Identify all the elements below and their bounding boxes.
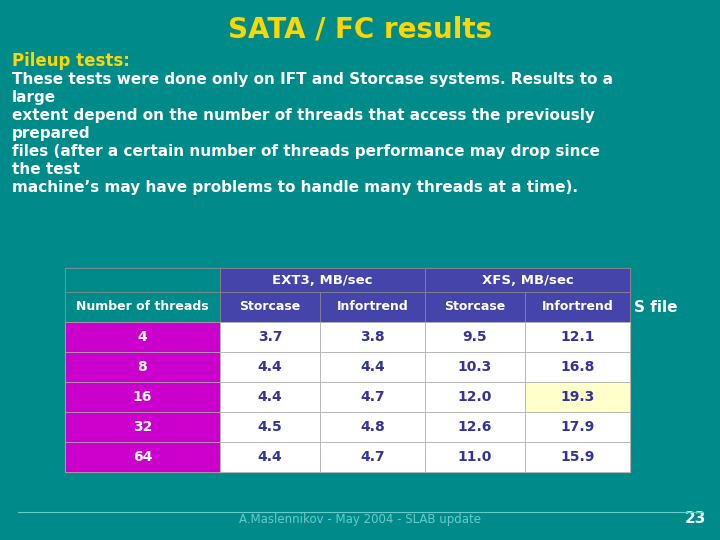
Text: 23: 23 xyxy=(685,511,706,526)
Bar xyxy=(525,352,630,382)
Text: 11.0: 11.0 xyxy=(458,450,492,464)
Text: 12.1: 12.1 xyxy=(560,330,595,344)
Text: 4.4: 4.4 xyxy=(258,450,282,464)
Text: Infortrend: Infortrend xyxy=(337,300,408,314)
Text: 3.8: 3.8 xyxy=(360,330,384,344)
Text: 32: 32 xyxy=(132,420,152,434)
Bar xyxy=(65,292,220,322)
Bar xyxy=(425,352,525,382)
Text: 4.5: 4.5 xyxy=(258,420,282,434)
Text: Storcase: Storcase xyxy=(444,300,505,314)
Bar xyxy=(65,322,220,352)
Text: These tests were done only on IFT and Storcase systems. Results to a: These tests were done only on IFT and St… xyxy=(12,72,613,87)
Text: 9.5: 9.5 xyxy=(463,330,487,344)
Bar xyxy=(220,382,320,412)
Bar xyxy=(425,382,525,412)
Bar xyxy=(320,352,425,382)
Bar xyxy=(425,442,525,472)
Text: 4.7: 4.7 xyxy=(360,390,384,404)
Text: the test: the test xyxy=(12,162,80,177)
Text: S file: S file xyxy=(634,300,678,314)
Text: EXT3, MB/sec: EXT3, MB/sec xyxy=(272,273,373,287)
Bar xyxy=(65,268,630,472)
Bar xyxy=(320,382,425,412)
Text: 4.8: 4.8 xyxy=(360,420,385,434)
Bar xyxy=(425,412,525,442)
Text: 64: 64 xyxy=(132,450,152,464)
Bar xyxy=(320,322,425,352)
Bar xyxy=(525,412,630,442)
Text: Pileup tests:: Pileup tests: xyxy=(12,52,130,70)
Bar xyxy=(525,292,630,322)
Bar xyxy=(425,292,525,322)
Bar xyxy=(320,442,425,472)
Text: 12.6: 12.6 xyxy=(458,420,492,434)
Text: 19.3: 19.3 xyxy=(560,390,595,404)
Bar xyxy=(220,268,425,292)
Bar xyxy=(65,442,220,472)
Text: 16.8: 16.8 xyxy=(560,360,595,374)
Text: 12.0: 12.0 xyxy=(458,390,492,404)
Text: 4.4: 4.4 xyxy=(258,390,282,404)
Bar xyxy=(320,412,425,442)
Text: extent depend on the number of threads that access the previously: extent depend on the number of threads t… xyxy=(12,108,595,123)
Bar xyxy=(65,352,220,382)
Bar xyxy=(525,322,630,352)
Bar xyxy=(425,268,630,292)
Bar xyxy=(525,382,630,412)
Bar xyxy=(425,322,525,352)
Text: 8: 8 xyxy=(138,360,148,374)
Text: 15.9: 15.9 xyxy=(560,450,595,464)
Bar xyxy=(220,412,320,442)
Text: XFS, MB/sec: XFS, MB/sec xyxy=(482,273,573,287)
Text: machine’s may have problems to handle many threads at a time).: machine’s may have problems to handle ma… xyxy=(12,180,578,195)
Text: 10.3: 10.3 xyxy=(458,360,492,374)
Text: Number of threads: Number of threads xyxy=(76,300,209,314)
Text: A.Maslennikov - May 2004 - SLAB update: A.Maslennikov - May 2004 - SLAB update xyxy=(239,513,481,526)
Bar xyxy=(525,442,630,472)
Bar xyxy=(65,412,220,442)
Text: SATA / FC results: SATA / FC results xyxy=(228,15,492,43)
Bar xyxy=(65,382,220,412)
Bar xyxy=(220,352,320,382)
Text: prepared: prepared xyxy=(12,126,91,141)
Bar xyxy=(220,292,320,322)
Text: files (after a certain number of threads performance may drop since: files (after a certain number of threads… xyxy=(12,144,600,159)
Text: 4.4: 4.4 xyxy=(360,360,385,374)
Text: Infortrend: Infortrend xyxy=(541,300,613,314)
Bar xyxy=(220,322,320,352)
Bar xyxy=(320,292,425,322)
Text: 4: 4 xyxy=(138,330,148,344)
Text: Storcase: Storcase xyxy=(239,300,301,314)
Text: 4.7: 4.7 xyxy=(360,450,384,464)
Text: 16: 16 xyxy=(132,390,152,404)
Text: 4.4: 4.4 xyxy=(258,360,282,374)
Text: large: large xyxy=(12,90,56,105)
Bar xyxy=(65,268,220,292)
Text: 17.9: 17.9 xyxy=(560,420,595,434)
Text: 3.7: 3.7 xyxy=(258,330,282,344)
Bar xyxy=(220,442,320,472)
